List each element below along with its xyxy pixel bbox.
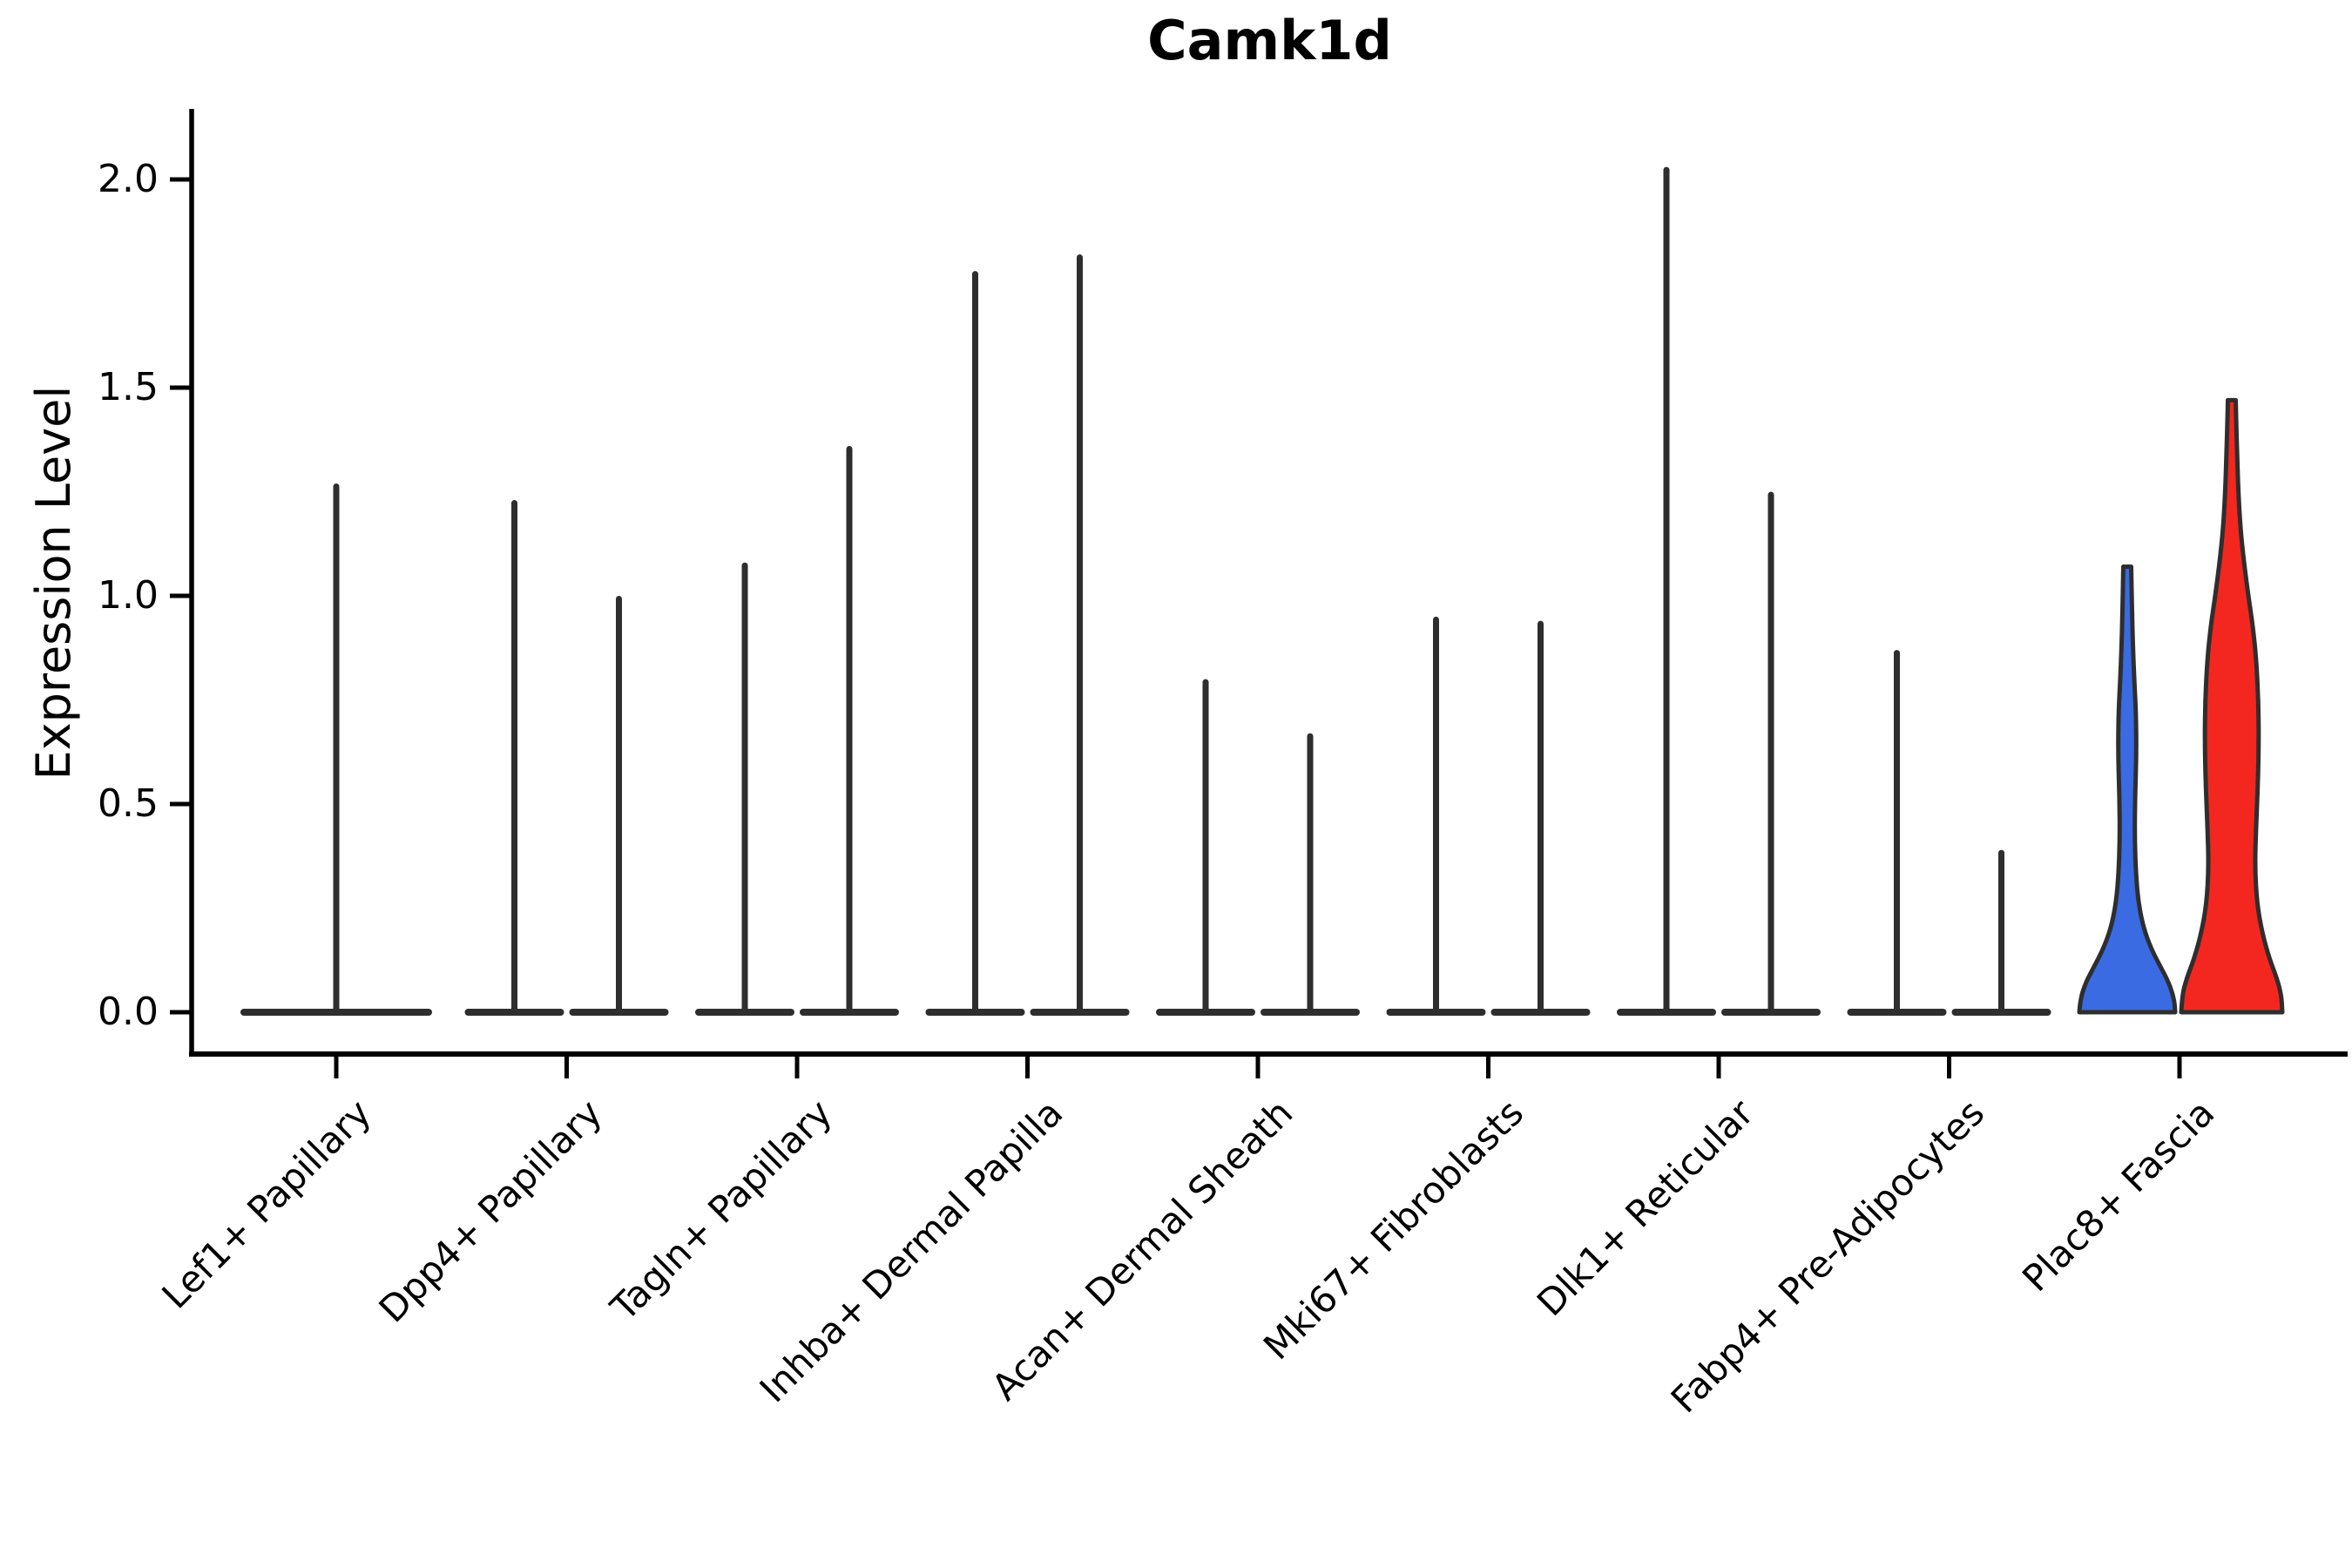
violin-spike (1538, 620, 1544, 1014)
y-tick-label: 0.0 (98, 990, 159, 1034)
violin-spike (1998, 849, 2004, 1014)
violin-spike (511, 500, 517, 1014)
violin-spike (741, 562, 748, 1014)
violin-body-right (2179, 397, 2285, 1015)
violin-spike (1307, 733, 1314, 1014)
violin-spike (1202, 679, 1209, 1014)
violin-spike (1663, 166, 1670, 1014)
violin-spike (1433, 616, 1439, 1014)
violin-spike (846, 445, 853, 1014)
violin-body-left (2077, 564, 2178, 1015)
y-tick-label: 1.0 (98, 573, 159, 618)
violin-spike (616, 596, 622, 1014)
violin-spike (1767, 491, 1774, 1014)
violin-spike (333, 483, 340, 1014)
chart-title: Camk1d (1147, 9, 1392, 72)
violin-spike (1894, 650, 1900, 1014)
violin-spike (972, 271, 978, 1014)
violin-spike (1077, 254, 1083, 1014)
y-tick-label: 2.0 (98, 157, 159, 201)
y-tick-label: 1.5 (98, 365, 159, 409)
y-tick-label: 0.5 (98, 781, 159, 826)
